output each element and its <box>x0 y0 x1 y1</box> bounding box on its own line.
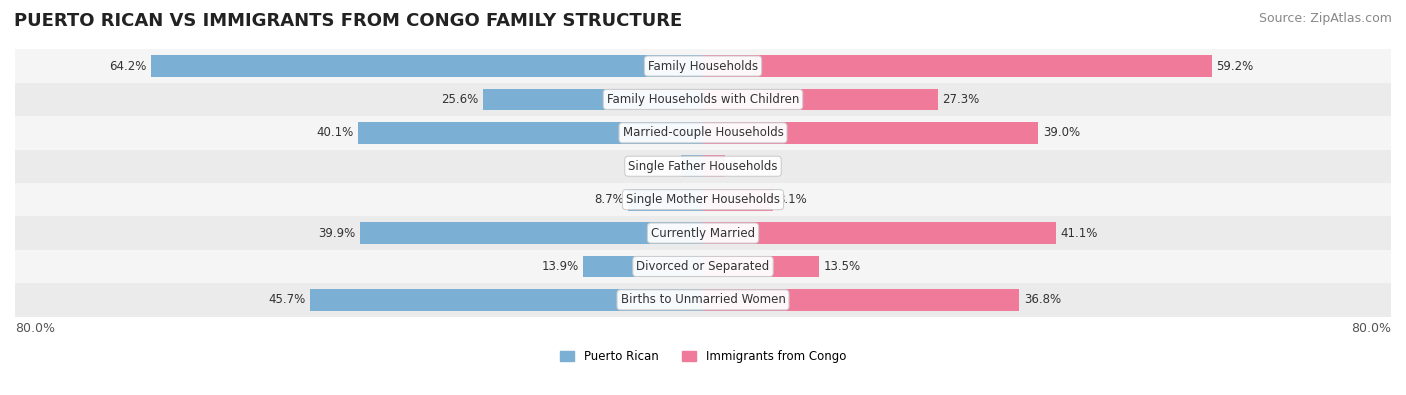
Text: 8.7%: 8.7% <box>595 193 624 206</box>
Bar <box>360 222 703 244</box>
Text: 25.6%: 25.6% <box>441 93 478 106</box>
Bar <box>15 283 1391 316</box>
Bar <box>703 55 1212 77</box>
Text: Births to Unmarried Women: Births to Unmarried Women <box>620 293 786 307</box>
Text: 40.1%: 40.1% <box>316 126 354 139</box>
Bar <box>15 116 1391 150</box>
Text: Family Households: Family Households <box>648 60 758 73</box>
Bar <box>15 183 1391 216</box>
Text: 13.5%: 13.5% <box>824 260 860 273</box>
Bar <box>703 289 1019 311</box>
Text: Single Father Households: Single Father Households <box>628 160 778 173</box>
Text: 2.6%: 2.6% <box>647 160 676 173</box>
Bar <box>703 222 1056 244</box>
Text: 80.0%: 80.0% <box>1351 322 1391 335</box>
Bar <box>703 122 1039 144</box>
Text: PUERTO RICAN VS IMMIGRANTS FROM CONGO FAMILY STRUCTURE: PUERTO RICAN VS IMMIGRANTS FROM CONGO FA… <box>14 12 682 30</box>
Bar <box>150 55 703 77</box>
Bar <box>703 189 773 211</box>
Text: 13.9%: 13.9% <box>541 260 579 273</box>
Text: 27.3%: 27.3% <box>942 93 980 106</box>
Bar <box>359 122 703 144</box>
Text: Divorced or Separated: Divorced or Separated <box>637 260 769 273</box>
Bar <box>15 49 1391 83</box>
Text: 64.2%: 64.2% <box>110 60 146 73</box>
Text: 39.0%: 39.0% <box>1043 126 1080 139</box>
Bar <box>583 256 703 277</box>
Text: 36.8%: 36.8% <box>1024 293 1062 307</box>
Text: Source: ZipAtlas.com: Source: ZipAtlas.com <box>1258 12 1392 25</box>
Bar <box>15 83 1391 116</box>
Bar <box>681 155 703 177</box>
Bar <box>15 250 1391 283</box>
Bar <box>703 88 938 110</box>
Text: Family Households with Children: Family Households with Children <box>607 93 799 106</box>
Text: 41.1%: 41.1% <box>1060 227 1098 239</box>
Bar <box>628 189 703 211</box>
Text: Married-couple Households: Married-couple Households <box>623 126 783 139</box>
Text: Currently Married: Currently Married <box>651 227 755 239</box>
Text: 80.0%: 80.0% <box>15 322 55 335</box>
Bar <box>482 88 703 110</box>
Bar <box>15 216 1391 250</box>
Text: 59.2%: 59.2% <box>1216 60 1254 73</box>
Legend: Puerto Rican, Immigrants from Congo: Puerto Rican, Immigrants from Congo <box>555 345 851 368</box>
Bar <box>309 289 703 311</box>
Bar <box>703 155 724 177</box>
Text: 39.9%: 39.9% <box>318 227 356 239</box>
Text: 8.1%: 8.1% <box>778 193 807 206</box>
Text: Single Mother Households: Single Mother Households <box>626 193 780 206</box>
Bar <box>15 150 1391 183</box>
Text: 45.7%: 45.7% <box>269 293 305 307</box>
Text: 2.5%: 2.5% <box>728 160 759 173</box>
Bar <box>703 256 820 277</box>
